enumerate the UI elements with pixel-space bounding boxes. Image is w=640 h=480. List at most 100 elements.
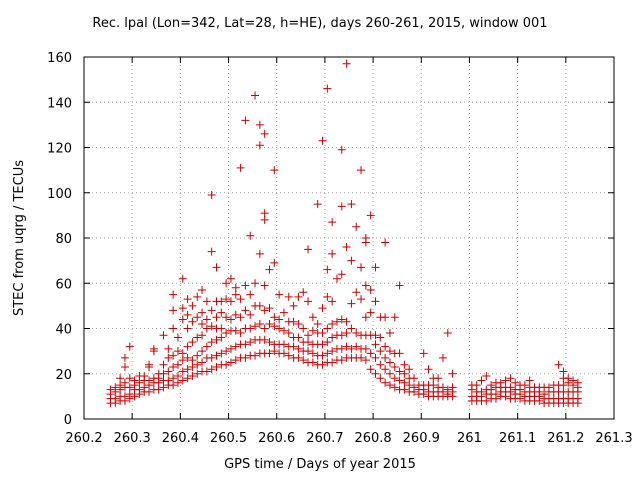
data-point (434, 374, 443, 383)
data-point (400, 385, 409, 394)
data-point (178, 274, 187, 283)
data-point (169, 324, 178, 333)
y-tick-label: 20 (55, 368, 72, 383)
data-point (226, 315, 235, 324)
data-point (226, 344, 235, 353)
data-point (482, 396, 491, 405)
data-point (342, 317, 351, 326)
data-point (188, 356, 197, 365)
chart-title: Rec. lpal (Lon=342, Lat=28, h=HE), days … (92, 16, 548, 31)
data-point (357, 353, 366, 362)
data-point (381, 238, 390, 247)
data-point (116, 374, 125, 383)
data-point (226, 274, 235, 283)
x-tick-label: 260.6 (258, 431, 295, 446)
data-point (154, 385, 163, 394)
y-tick-label: 40 (55, 323, 72, 338)
data-point (169, 290, 178, 299)
x-tick-label: 261.1 (499, 431, 536, 446)
data-point (202, 297, 211, 306)
data-point (251, 91, 260, 100)
data-point (145, 360, 154, 369)
data-point (212, 263, 221, 272)
data-point (487, 381, 496, 390)
data-point (294, 292, 303, 301)
data-point (265, 265, 274, 274)
data-point (342, 59, 351, 68)
data-point (183, 310, 192, 319)
data-point (246, 338, 255, 347)
data-point (202, 342, 211, 351)
data-point (159, 360, 168, 369)
data-point (159, 369, 168, 378)
data-point (352, 288, 361, 297)
data-point (188, 338, 197, 347)
data-point (477, 387, 486, 396)
data-point (540, 390, 549, 399)
data-point (279, 340, 288, 349)
data-point (149, 344, 158, 353)
data-point (304, 338, 313, 347)
data-point (361, 344, 370, 353)
data-point (260, 215, 269, 224)
data-point (212, 362, 221, 371)
data-point (366, 349, 375, 358)
data-point (390, 362, 399, 371)
data-point (125, 374, 134, 383)
data-point (308, 326, 317, 335)
data-point (371, 369, 380, 378)
data-point (270, 322, 279, 331)
data-point (318, 351, 327, 360)
data-point (207, 338, 216, 347)
data-point (376, 360, 385, 369)
data-point (318, 360, 327, 369)
data-point (371, 331, 380, 340)
data-point (304, 297, 313, 306)
data-point (246, 324, 255, 333)
data-point (323, 292, 332, 301)
data-point (188, 372, 197, 381)
data-point (448, 369, 457, 378)
data-point (116, 381, 125, 390)
data-point (328, 297, 337, 306)
data-point (357, 295, 366, 304)
data-point (381, 342, 390, 351)
data-point (342, 342, 351, 351)
data-point (207, 353, 216, 362)
data-point (188, 362, 197, 371)
data-point (173, 333, 182, 342)
data-point (477, 376, 486, 385)
data-point (405, 365, 414, 374)
data-point (111, 394, 120, 403)
data-point (337, 331, 346, 340)
data-point (260, 324, 269, 333)
data-point (491, 390, 500, 399)
x-tick-label: 260.9 (403, 431, 440, 446)
data-point (525, 376, 534, 385)
data-point (352, 329, 361, 338)
data-point (544, 383, 553, 392)
data-point (207, 191, 216, 200)
data-point (289, 317, 298, 326)
data-point (173, 360, 182, 369)
data-point (385, 329, 394, 338)
data-point (371, 353, 380, 362)
data-point (328, 333, 337, 342)
y-tick-label: 60 (55, 277, 72, 292)
data-point (231, 326, 240, 335)
data-point (448, 383, 457, 392)
data-point (318, 136, 327, 145)
data-point (381, 378, 390, 387)
data-point (559, 381, 568, 390)
data-point (164, 353, 173, 362)
data-point (222, 295, 231, 304)
data-point (424, 365, 433, 374)
x-tick-label: 261.3 (595, 431, 632, 446)
data-point (178, 376, 187, 385)
data-point (120, 353, 129, 362)
data-point (241, 353, 250, 362)
data-point (381, 353, 390, 362)
data-point (120, 392, 129, 401)
data-point (400, 378, 409, 387)
data-point (140, 372, 149, 381)
